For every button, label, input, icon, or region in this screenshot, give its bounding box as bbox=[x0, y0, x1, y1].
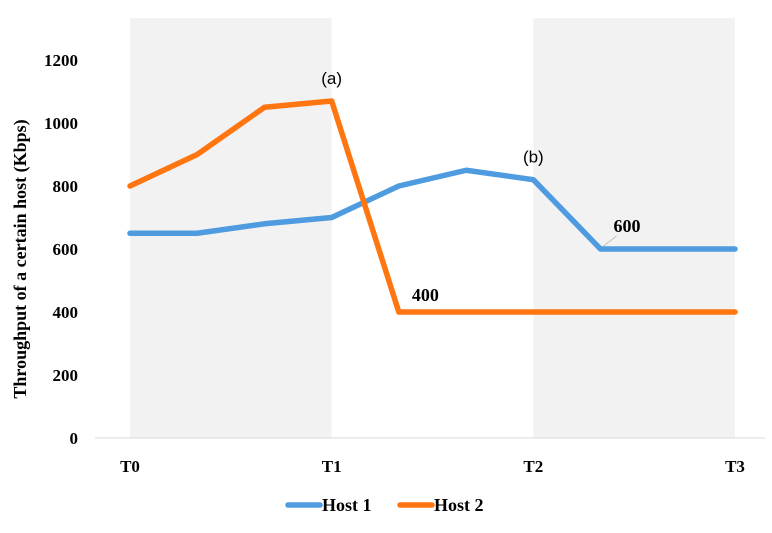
series-lines bbox=[127, 98, 738, 315]
shaded-region-2 bbox=[533, 18, 735, 438]
x-tick-label: T2 bbox=[523, 457, 543, 476]
annotation-leader-line bbox=[603, 235, 617, 247]
x-tick-label: T0 bbox=[120, 457, 140, 476]
annotations: (a) (b) 400 600 bbox=[321, 69, 640, 305]
legend-label-host-2: Host 2 bbox=[434, 495, 484, 515]
legend: Host 1 Host 2 bbox=[285, 495, 484, 515]
annotation-label: (b) bbox=[523, 148, 544, 167]
y-tick-label: 400 bbox=[53, 303, 79, 322]
series-line-host-1 bbox=[127, 167, 738, 252]
series-line-host-2 bbox=[127, 98, 738, 315]
y-tick-label: 1200 bbox=[44, 51, 78, 70]
y-tick-label: 0 bbox=[70, 429, 79, 448]
legend-label-host-1: Host 1 bbox=[322, 495, 372, 515]
y-tick-label: 600 bbox=[53, 240, 79, 259]
y-tick-label: 1000 bbox=[44, 114, 78, 133]
y-tick-label: 200 bbox=[53, 366, 79, 385]
x-tick-labels: T0 T1 T2 T3 bbox=[120, 457, 745, 476]
x-tick-label: T1 bbox=[322, 457, 342, 476]
x-tick-label: T3 bbox=[725, 457, 745, 476]
annotation-label: 400 bbox=[412, 285, 439, 305]
y-tick-label: 800 bbox=[53, 177, 79, 196]
y-axis-label: Throughput of a certain host (Kbps) bbox=[10, 119, 31, 398]
annotation-label: 600 bbox=[613, 216, 640, 236]
shaded-regions bbox=[130, 18, 735, 438]
annotation-label: (a) bbox=[321, 69, 342, 88]
y-tick-labels: 0 200 400 600 800 1000 1200 bbox=[44, 51, 78, 448]
